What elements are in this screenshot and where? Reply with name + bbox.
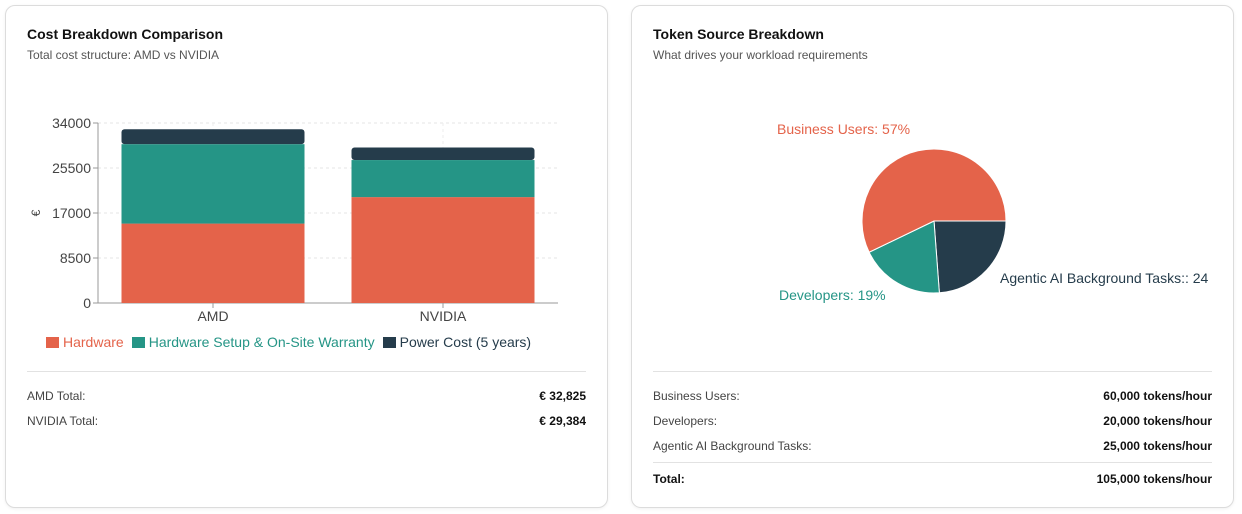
cost-breakdown-card: Cost Breakdown Comparison Total cost str… — [5, 5, 608, 508]
bar-segment — [351, 197, 535, 303]
pie-label: Business Users: 57% — [777, 121, 910, 137]
y-axis-label: € — [29, 209, 43, 216]
bar-segment — [121, 129, 305, 145]
bar-segment — [121, 223, 305, 303]
legend-swatch — [46, 337, 59, 348]
legend-swatch — [131, 337, 145, 348]
amd-total-value: € 32,825 — [539, 389, 586, 403]
token-row: Agentic AI Background Tasks: 25,000 toke… — [653, 439, 1212, 453]
y-tick-label: 8500 — [60, 250, 91, 266]
nvidia-total-value: € 29,384 — [539, 414, 586, 428]
token-total-value: 105,000 tokens/hour — [1096, 472, 1212, 486]
card-subtitle: Total cost structure: AMD vs NVIDIA — [27, 48, 220, 62]
x-tick-label: AMD — [197, 308, 228, 324]
chart-legend: Hardware Hardware Setup & On-Site Warrant… — [46, 334, 531, 350]
legend-item[interactable]: Hardware Setup & On-Site Warranty — [131, 334, 375, 350]
card-title: Token Source Breakdown — [653, 26, 824, 42]
x-tick-label: NVIDIA — [420, 308, 467, 324]
pie-slice — [868, 220, 940, 294]
token-row: Business Users: 60,000 tokens/hour — [653, 389, 1212, 403]
pie-slice — [861, 148, 1007, 253]
token-source-card: Token Source Breakdown What drives your … — [631, 5, 1234, 508]
legend-swatch — [382, 337, 396, 348]
pie-slice — [933, 220, 1007, 294]
nvidia-total-row: NVIDIA Total: € 29,384 — [27, 414, 586, 428]
token-row: Developers: 20,000 tokens/hour — [653, 414, 1212, 428]
legend-label: Power Cost (5 years) — [399, 334, 532, 350]
legend-label: Hardware — [63, 334, 124, 350]
pie-chart: Agentic AI Background Tasks:: 24Develope… — [777, 121, 1209, 303]
bar-segment — [351, 160, 535, 198]
divider — [653, 371, 1212, 372]
nvidia-total-label: NVIDIA Total: — [27, 414, 99, 428]
stacked-bar-chart: 0 8500 17000 25500 34000 € AMD NVIDIA — [29, 115, 558, 324]
token-row-value: 60,000 tokens/hour — [1103, 389, 1212, 403]
legend-item[interactable]: Power Cost (5 years) — [382, 334, 532, 350]
legend-label: Hardware Setup & On-Site Warranty — [148, 334, 375, 350]
card-subtitle: What drives your workload requirements — [653, 48, 868, 62]
y-tick-label: 25500 — [52, 160, 91, 176]
token-row-label: Business Users: — [653, 389, 740, 403]
bar-segment — [121, 144, 305, 224]
divider — [27, 371, 586, 372]
bar-segment — [351, 147, 535, 161]
card-title: Cost Breakdown Comparison — [27, 26, 224, 42]
token-row-value: 20,000 tokens/hour — [1103, 414, 1212, 428]
token-row-label: Developers: — [653, 414, 718, 428]
pie-label: Developers: 19% — [779, 287, 886, 303]
token-total-row: Total: 105,000 tokens/hour — [653, 472, 1212, 486]
divider — [653, 462, 1212, 463]
amd-total-label: AMD Total: — [27, 389, 86, 403]
pie-label: Agentic AI Background Tasks:: 24 — [1000, 270, 1209, 286]
y-tick-label: 0 — [83, 295, 91, 311]
token-row-value: 25,000 tokens/hour — [1103, 439, 1212, 453]
y-tick-label: 17000 — [52, 205, 91, 221]
amd-total-row: AMD Total: € 32,825 — [27, 389, 586, 403]
token-row-label: Agentic AI Background Tasks: — [653, 439, 812, 453]
token-total-label: Total: — [653, 472, 685, 486]
legend-item[interactable]: Hardware — [46, 334, 124, 350]
y-tick-label: 34000 — [52, 115, 91, 131]
